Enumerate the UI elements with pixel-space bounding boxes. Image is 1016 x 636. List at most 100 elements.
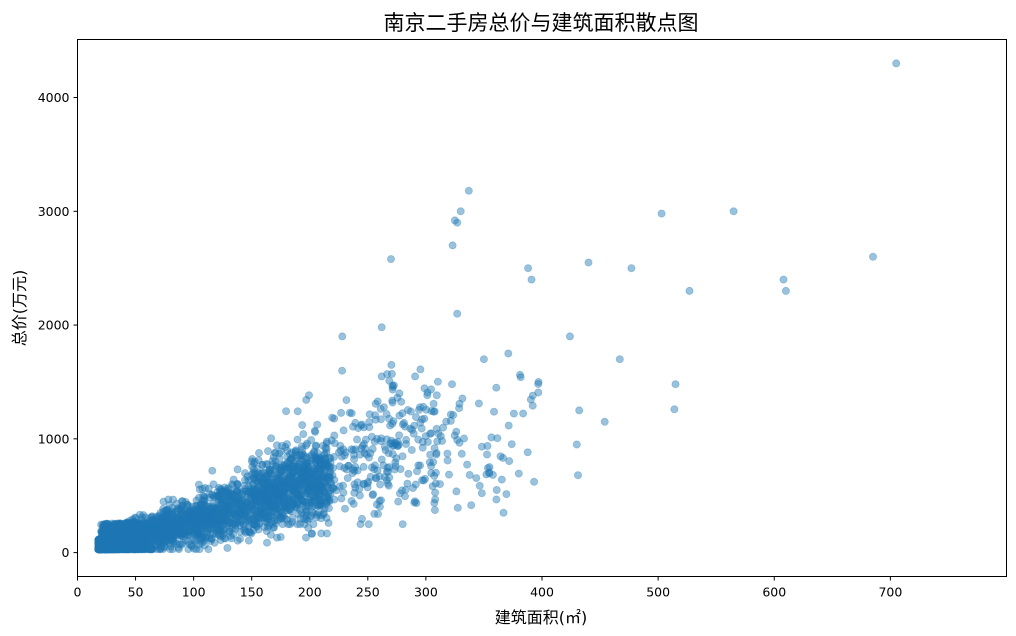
scatter-point (124, 521, 133, 530)
scatter-point (210, 509, 219, 518)
scatter-point (214, 522, 223, 531)
scatter-point (194, 508, 203, 517)
scatter-point (401, 485, 410, 494)
scatter-point (104, 543, 113, 552)
scatter-point (197, 534, 206, 543)
scatter-point (101, 545, 110, 554)
scatter-point (112, 538, 121, 547)
scatter-point (194, 528, 203, 537)
scatter-point (122, 536, 131, 545)
scatter-point (260, 483, 269, 492)
scatter-point (288, 461, 297, 470)
scatter-point (298, 477, 307, 486)
scatter-point (416, 461, 425, 470)
scatter-point (135, 538, 144, 547)
scatter-point (319, 489, 328, 498)
scatter-point (355, 491, 364, 500)
scatter-point (98, 534, 107, 543)
scatter-point (225, 524, 234, 533)
scatter-point (116, 522, 125, 531)
scatter-point (311, 427, 320, 436)
scatter-point (101, 545, 110, 554)
scatter-point (216, 532, 225, 541)
scatter-point (276, 483, 285, 492)
scatter-point (488, 470, 497, 479)
x-tick-label: 400 (530, 585, 554, 600)
scatter-point (100, 535, 109, 544)
scatter-point (150, 530, 159, 539)
scatter-point (318, 475, 327, 484)
scatter-point (232, 487, 241, 496)
scatter-point (299, 473, 308, 482)
scatter-point (163, 515, 172, 524)
scatter-point (443, 456, 452, 465)
scatter-point (139, 528, 148, 537)
scatter-point (95, 545, 104, 554)
scatter-point (497, 475, 506, 484)
scatter-point (176, 516, 185, 525)
scatter-point (285, 459, 294, 468)
scatter-point (251, 487, 260, 496)
scatter-point (236, 527, 245, 536)
scatter-point (507, 440, 516, 449)
scatter-point (189, 544, 198, 553)
scatter-point (200, 493, 209, 502)
scatter-point (197, 538, 206, 547)
scatter-point (429, 399, 438, 408)
scatter-point (216, 500, 225, 509)
scatter-point (295, 460, 304, 469)
scatter-point (94, 542, 103, 551)
scatter-point (201, 506, 210, 515)
scatter-point (103, 540, 112, 549)
scatter-point (385, 473, 394, 482)
scatter-point (100, 545, 109, 554)
scatter-point (285, 505, 294, 514)
scatter-point (111, 540, 120, 549)
scatter-point (156, 515, 165, 524)
scatter-point (178, 512, 187, 521)
scatter-point (197, 505, 206, 514)
scatter-point (455, 399, 464, 408)
scatter-point (176, 521, 185, 530)
scatter-point (151, 530, 160, 539)
scatter-point (157, 520, 166, 529)
scatter-point (364, 453, 373, 462)
scatter-point (262, 538, 271, 547)
scatter-point (338, 366, 347, 375)
y-tick-label: 0 (62, 545, 70, 560)
scatter-point (482, 450, 491, 459)
scatter-point (97, 545, 106, 554)
scatter-point (492, 485, 501, 494)
scatter-point (260, 513, 269, 522)
scatter-point (269, 482, 278, 491)
scatter-point (286, 455, 295, 464)
scatter-point (108, 542, 117, 551)
scatter-point (178, 539, 187, 548)
y-tick-label: 4000 (38, 90, 70, 105)
scatter-point (94, 535, 103, 544)
scatter-point (313, 477, 322, 486)
scatter-point (282, 478, 291, 487)
scatter-point (94, 545, 103, 554)
scatter-point (120, 523, 129, 532)
scatter-point (356, 444, 365, 453)
scatter-point (250, 457, 259, 466)
scatter-point (338, 332, 347, 341)
scatter-point (266, 503, 275, 512)
scatter-point (284, 484, 293, 493)
scatter-point (138, 541, 147, 550)
scatter-point (154, 511, 163, 520)
scatter-point (452, 427, 461, 436)
scatter-point (224, 510, 233, 519)
scatter-point (312, 510, 321, 519)
scatter-point (96, 545, 105, 554)
scatter-point (160, 532, 169, 541)
scatter-point (94, 545, 103, 554)
scatter-point (170, 522, 179, 531)
scatter-point (253, 477, 262, 486)
scatter-point (129, 544, 138, 553)
scatter-point (453, 503, 462, 512)
scatter-point (121, 545, 130, 554)
scatter-point (250, 515, 259, 524)
scatter-point (172, 522, 181, 531)
